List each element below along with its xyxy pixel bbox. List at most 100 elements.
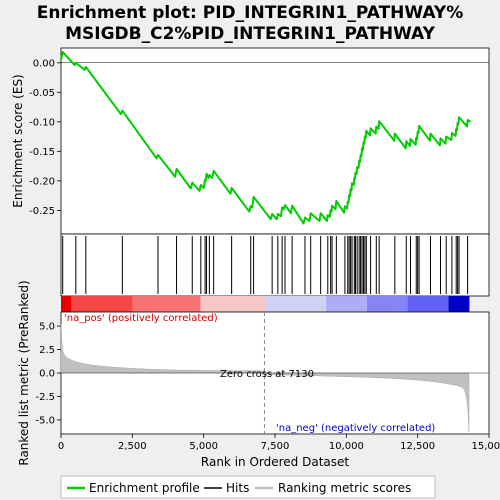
colorbar-segment: [295, 296, 300, 312]
colorbar-segment: [288, 296, 293, 312]
colorbar-segment: [333, 296, 337, 312]
colorbar-segment: [431, 296, 436, 312]
colorbar-segment: [101, 296, 106, 312]
colorbar-segment: [401, 296, 405, 312]
x-axis-label: Rank in Ordered Dataset: [201, 455, 349, 469]
colorbar-segment: [224, 296, 229, 312]
colorbar-segment: [441, 296, 446, 312]
colorbar-segment: [326, 296, 331, 312]
colorbar-segment: [363, 296, 368, 312]
colorbar-segment: [452, 296, 456, 312]
colorbar-segment: [428, 296, 433, 312]
x-axis: 0 2,500 5,000 7,500 10,000 12,500 15,000: [58, 434, 500, 452]
colorbar-segment: [149, 296, 154, 312]
colorbar-segment: [462, 296, 467, 312]
colorbar-segment: [88, 296, 93, 312]
colorbar-segment: [424, 296, 429, 312]
colorbar-segment: [254, 296, 259, 312]
colorbar-segment: [241, 296, 246, 312]
colorbar-segment: [411, 296, 416, 312]
x-tick-label: 5,000: [189, 441, 218, 452]
colorbar-segment: [339, 296, 344, 312]
colorbar-segment: [180, 296, 184, 312]
colorbar-segment: [370, 296, 375, 312]
colorbar-segment: [139, 296, 144, 312]
colorbar-segment: [203, 296, 208, 312]
ranking-metric-area: [60, 324, 470, 433]
x-tick-label: 12,500: [400, 441, 435, 452]
colorbar-segment: [278, 296, 283, 312]
colorbar-segment: [118, 296, 123, 312]
colorbar-segment: [356, 296, 361, 312]
zero-cross-label: Zero cross at 7130: [220, 369, 314, 380]
colorbar-segment: [173, 296, 178, 312]
colorbar-segment: [292, 296, 297, 312]
colorbar-segment: [350, 296, 354, 312]
colorbar-segment: [234, 296, 239, 312]
colorbar-segment: [258, 296, 263, 312]
colorbar-segment: [285, 296, 290, 312]
colorbar-segment: [261, 296, 266, 312]
es-y-tick-label: -0.05: [29, 88, 55, 99]
colorbar-segment: [435, 296, 439, 312]
colorbar-segment: [282, 296, 286, 312]
colorbar-segment: [316, 296, 320, 312]
colorbar-segment: [418, 296, 422, 312]
colorbar-segment: [74, 296, 79, 312]
colorbar-segment: [329, 296, 334, 312]
es-y-tick-label: -0.25: [29, 206, 55, 217]
legend-metric-label: Ranking metric scores: [278, 481, 411, 495]
es-y-axis: 0.00 -0.05 -0.10 -0.15 -0.20 -0.25: [29, 58, 61, 217]
es-panel: [60, 47, 490, 235]
metric-y-axis: 5.0 2.5 0.0 -2.5 -5.0: [35, 322, 61, 426]
es-y-axis-label: Enrichment score (ES): [11, 74, 25, 207]
colorbar-segment: [465, 296, 470, 312]
metric-y-tick-label: 2.5: [39, 345, 55, 356]
metric-y-tick-label: 5.0: [39, 322, 55, 333]
colorbar-segment: [200, 296, 205, 312]
colorbar-segment: [319, 296, 324, 312]
colorbar-segment: [163, 296, 167, 312]
colorbar-segment: [275, 296, 280, 312]
colorbar-segment: [81, 296, 86, 312]
colorbar-segment: [268, 296, 273, 312]
colorbar-segment: [98, 296, 103, 312]
x-tick-label: 15,000: [472, 441, 500, 452]
colorbar-segment: [220, 296, 225, 312]
colorbar-segment: [71, 296, 76, 312]
colorbar-segment: [312, 296, 317, 312]
colorbar-segment: [336, 296, 341, 312]
x-tick-label: 10,000: [329, 441, 364, 452]
colorbar-segment: [169, 296, 174, 312]
colorbar-segment: [190, 296, 195, 312]
legend-hits-label: Hits: [226, 481, 249, 495]
colorbar-segment: [421, 296, 426, 312]
chart-title-line1: Enrichment plot: PID_INTEGRIN1_PATHWAY%: [37, 3, 464, 23]
metric-y-axis-label: Ranked list metric (PreRanked): [17, 280, 31, 465]
colorbar-segment: [67, 296, 72, 312]
colorbar-segment: [166, 296, 171, 312]
legend-box: [60, 475, 436, 499]
x-tick-label: 7,500: [261, 441, 290, 452]
colorbar-segment: [448, 296, 453, 312]
colorbar-segment: [135, 296, 140, 312]
colorbar-segment: [299, 296, 303, 312]
colorbar-segment: [108, 296, 113, 312]
es-y-tick-label: -0.20: [29, 176, 55, 187]
metric-y-tick-label: -5.0: [35, 415, 55, 426]
es-y-tick-label: -0.15: [29, 147, 55, 158]
colorbar-segment: [360, 296, 365, 312]
colorbar-segment: [122, 296, 127, 312]
colorbar-segment: [367, 296, 371, 312]
colorbar-segment: [302, 296, 307, 312]
rank-colorbar: [61, 296, 470, 312]
colorbar-segment: [231, 296, 235, 312]
colorbar-segment: [309, 296, 314, 312]
colorbar-segment: [217, 296, 222, 312]
colorbar-segment: [377, 296, 382, 312]
colorbar-segment: [390, 296, 395, 312]
colorbar-segment: [251, 296, 256, 312]
legend-profile-label: Enrichment profile: [89, 481, 200, 495]
chart-title-line2: MSIGDB_C2%PID_INTEGRIN1_PATHWAY: [65, 24, 436, 44]
colorbar-segment: [248, 296, 252, 312]
